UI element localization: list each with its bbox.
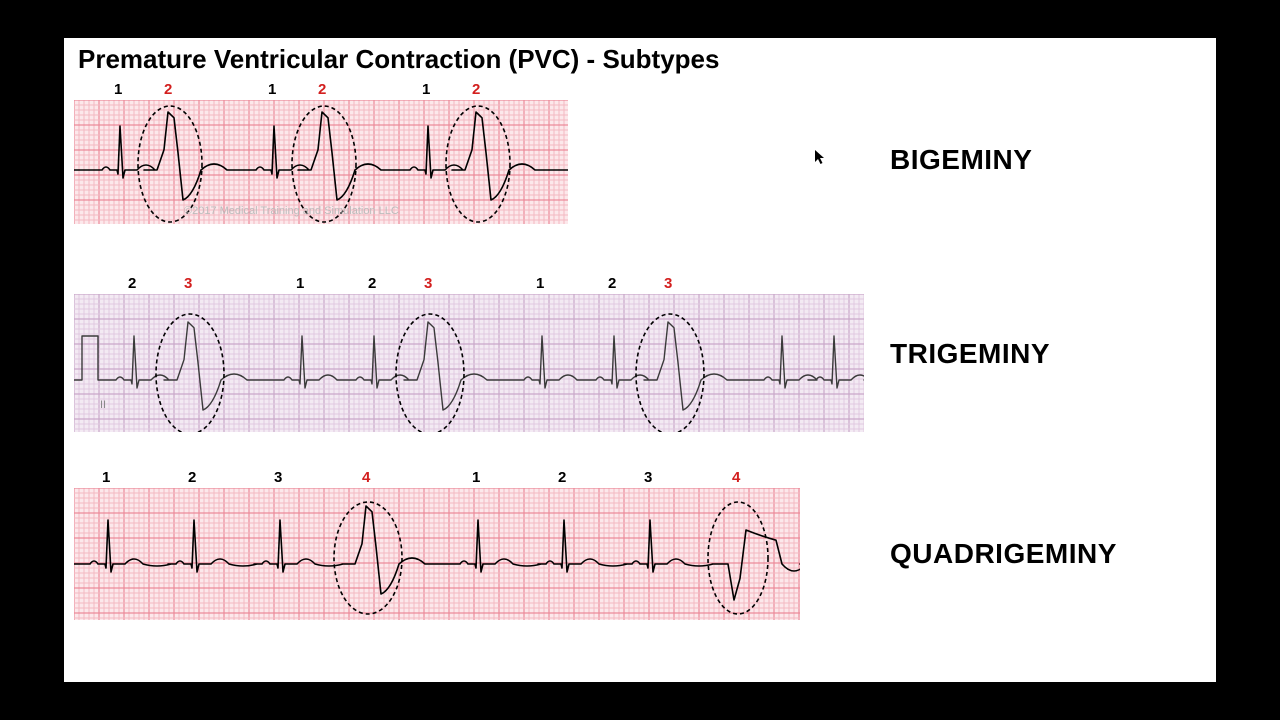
- svg-text:1: 1: [472, 469, 480, 486]
- svg-text:4: 4: [362, 469, 371, 486]
- ecg-strip-trigeminy: II: [74, 294, 864, 432]
- svg-text:3: 3: [664, 275, 672, 292]
- svg-text:2: 2: [558, 469, 566, 486]
- svg-text:1: 1: [114, 81, 122, 98]
- strip-quadrigeminy: 12341234: [74, 488, 800, 620]
- svg-text:2: 2: [188, 469, 196, 486]
- svg-text:2: 2: [368, 275, 376, 292]
- svg-text:2: 2: [128, 275, 136, 292]
- svg-text:1: 1: [268, 81, 276, 98]
- cursor-icon: [815, 150, 827, 169]
- svg-text:1: 1: [296, 275, 304, 292]
- svg-text:3: 3: [644, 469, 652, 486]
- ecg-strip-bigeminy: ©2017 Medical Training and Simulation LL…: [74, 100, 568, 224]
- strip-trigeminy: II23123123: [74, 294, 864, 432]
- svg-text:2: 2: [472, 81, 480, 98]
- svg-text:3: 3: [274, 469, 282, 486]
- page-title: Premature Ventricular Contraction (PVC) …: [78, 44, 719, 75]
- svg-text:2: 2: [318, 81, 326, 98]
- svg-text:2: 2: [608, 275, 616, 292]
- svg-text:II: II: [100, 399, 106, 411]
- svg-text:1: 1: [102, 469, 110, 486]
- svg-text:1: 1: [536, 275, 544, 292]
- slide: Premature Ventricular Contraction (PVC) …: [64, 38, 1216, 682]
- ecg-strip-quadrigeminy: [74, 488, 800, 620]
- svg-text:1: 1: [422, 81, 430, 98]
- svg-text:©2017 Medical Training and Sim: ©2017 Medical Training and Simulation LL…: [184, 205, 399, 217]
- label-quadrigeminy: QUADRIGEMINY: [890, 538, 1117, 570]
- svg-text:2: 2: [164, 81, 172, 98]
- strip-bigeminy: ©2017 Medical Training and Simulation LL…: [74, 100, 568, 224]
- svg-text:3: 3: [424, 275, 432, 292]
- label-trigeminy: TRIGEMINY: [890, 338, 1050, 370]
- label-bigeminy: BIGEMINY: [890, 144, 1032, 176]
- svg-text:3: 3: [184, 275, 192, 292]
- svg-text:4: 4: [732, 469, 741, 486]
